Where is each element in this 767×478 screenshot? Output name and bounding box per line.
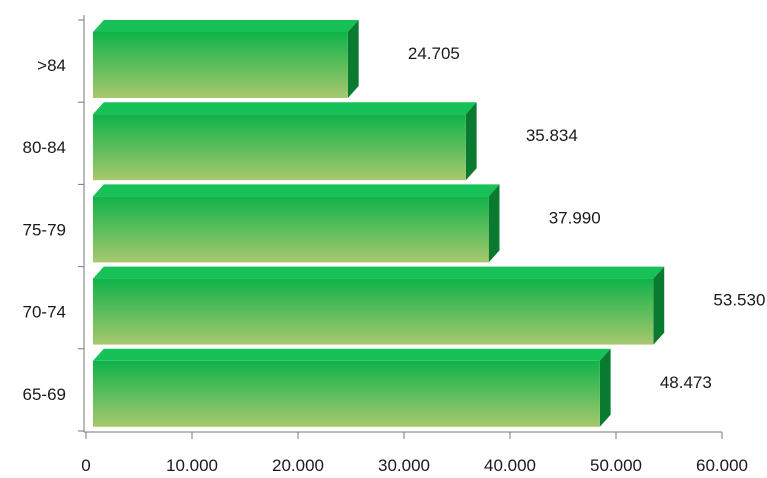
x-tick-label: 40.000 [484,456,536,475]
x-tick-label: 50.000 [590,456,642,475]
category-label: 75-79 [23,220,66,239]
labels: 24.705 >84 35.834 80-84 37.990 75-79 53.530 70-… [23,44,766,475]
bar-side [488,184,500,263]
category-label: 70-74 [23,303,66,322]
bar-side [653,266,665,345]
bar-cap [93,348,611,361]
bar-front [93,196,489,263]
value-label: 48.473 [660,373,712,392]
bar-front [93,278,654,345]
value-label: 37.990 [549,208,601,227]
axes [78,15,723,439]
x-tick-label: 60.000 [696,456,748,475]
x-tick-label: 10.000 [166,456,218,475]
plot-area [93,20,665,427]
bar-cap [93,184,500,197]
category-label: >84 [37,56,66,75]
bar-side [347,20,359,98]
bar-front [93,360,600,427]
x-tick-label: 20.000 [272,456,324,475]
bar-cap [93,266,665,279]
value-label: 53.530 [713,291,765,310]
bar-3 [93,184,500,263]
bar-side [599,348,611,427]
category-label: 65-69 [23,385,66,404]
bar-front [93,114,466,181]
value-label: 24.705 [408,44,460,63]
bar-side [465,102,477,181]
bar-1 [93,20,359,98]
bar-5 [93,348,611,427]
bar-cap [93,102,477,115]
x-tick-label: 30.000 [378,456,430,475]
bar-cap [93,20,359,32]
bar-2 [93,102,477,181]
value-label: 35.834 [526,126,578,145]
bar-4 [93,266,665,345]
x-tick-label: 0 [81,456,90,475]
bar-front [93,32,348,98]
category-label: 80-84 [23,138,66,157]
